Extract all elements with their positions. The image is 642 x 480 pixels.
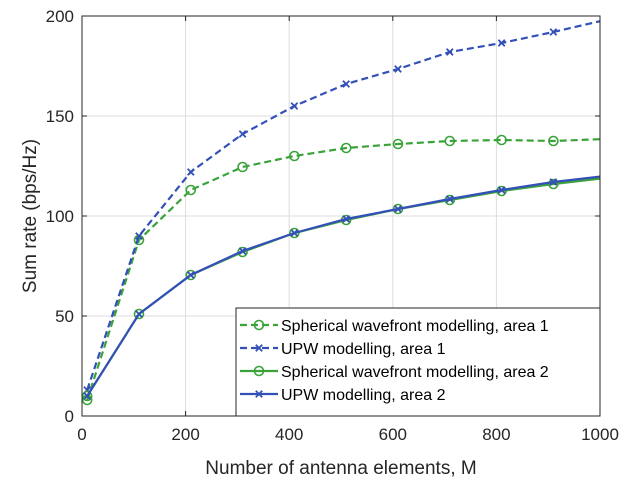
y-tick-label: 0: [65, 407, 74, 426]
y-axis-label: Sum rate (bps/Hz): [20, 139, 41, 293]
legend: Spherical wavefront modelling, area 1 UPW…: [235, 307, 601, 417]
y-tick-label: 200: [46, 7, 74, 26]
data-point: [444, 135, 456, 147]
data-point: [445, 48, 454, 56]
legend-label: Spherical wavefront modelling, area 1: [281, 318, 549, 335]
series-layer: [82, 17, 608, 406]
data-point: [549, 178, 558, 186]
data-point: [135, 232, 143, 240]
legend-label: UPW modelling, area 1: [281, 341, 446, 358]
legend-marker: [255, 390, 263, 398]
data-point: [133, 308, 145, 320]
x-tick-label: 200: [171, 425, 199, 444]
legend-item: UPW modelling, area 1: [240, 341, 446, 358]
grid: [82, 16, 600, 416]
legend-item: Spherical wavefront modelling, area 1: [240, 318, 549, 335]
x-axis-label: Number of antenna elements, M: [205, 458, 476, 479]
legend-item: Spherical wavefront modelling, area 2: [240, 364, 549, 381]
data-point: [289, 227, 300, 239]
data-point: [289, 150, 300, 162]
x-tick-label: 0: [77, 425, 86, 444]
data-point: [497, 39, 506, 47]
data-point: [290, 229, 299, 237]
y-tick-label: 150: [46, 107, 74, 126]
data-point: [394, 205, 402, 213]
data-point: [83, 392, 92, 400]
legend-marker: [253, 365, 265, 377]
data-point: [237, 161, 248, 173]
legend-item: UPW modelling, area 2: [240, 387, 446, 404]
data-point: [238, 247, 247, 255]
data-point: [186, 168, 195, 176]
data-point: [599, 176, 600, 180]
data-point: [340, 142, 352, 154]
data-point: [599, 137, 600, 141]
x-tick-label: 400: [275, 425, 303, 444]
data-point: [82, 390, 93, 402]
legend-marker: [253, 319, 265, 331]
series-4: [83, 173, 608, 400]
data-point: [342, 80, 351, 88]
data-point: [497, 186, 506, 194]
legend-marker: [255, 344, 263, 352]
data-point: [186, 271, 195, 279]
legend-box: [235, 307, 601, 417]
data-point: [602, 173, 608, 179]
data-point: [602, 17, 608, 23]
data-point: [185, 184, 197, 196]
x-tick-label: 600: [379, 425, 407, 444]
data-point: [185, 269, 197, 281]
data-point: [135, 310, 143, 318]
series-2: [83, 17, 608, 394]
data-point: [496, 134, 507, 146]
series-1: [82, 134, 600, 406]
legend-label: UPW modelling, area 2: [281, 387, 446, 404]
data-point: [445, 195, 454, 203]
x-tick-label: 1000: [581, 425, 619, 444]
data-point: [290, 102, 299, 110]
series-line: [86, 138, 600, 401]
y-tick-label: 50: [55, 307, 74, 326]
data-point: [394, 65, 402, 73]
axis-ticks: 0 200 400 600 800 1000 0 50 100 150 200: [46, 7, 619, 444]
data-point: [548, 178, 559, 190]
data-point: [342, 215, 351, 223]
legend-label: Spherical wavefront modelling, area 2: [281, 364, 549, 381]
data-point: [549, 28, 558, 36]
data-point: [238, 130, 247, 138]
data-point: [548, 135, 559, 147]
y-tick-label: 100: [46, 207, 74, 226]
data-point: [392, 138, 404, 150]
x-tick-label: 800: [482, 425, 510, 444]
